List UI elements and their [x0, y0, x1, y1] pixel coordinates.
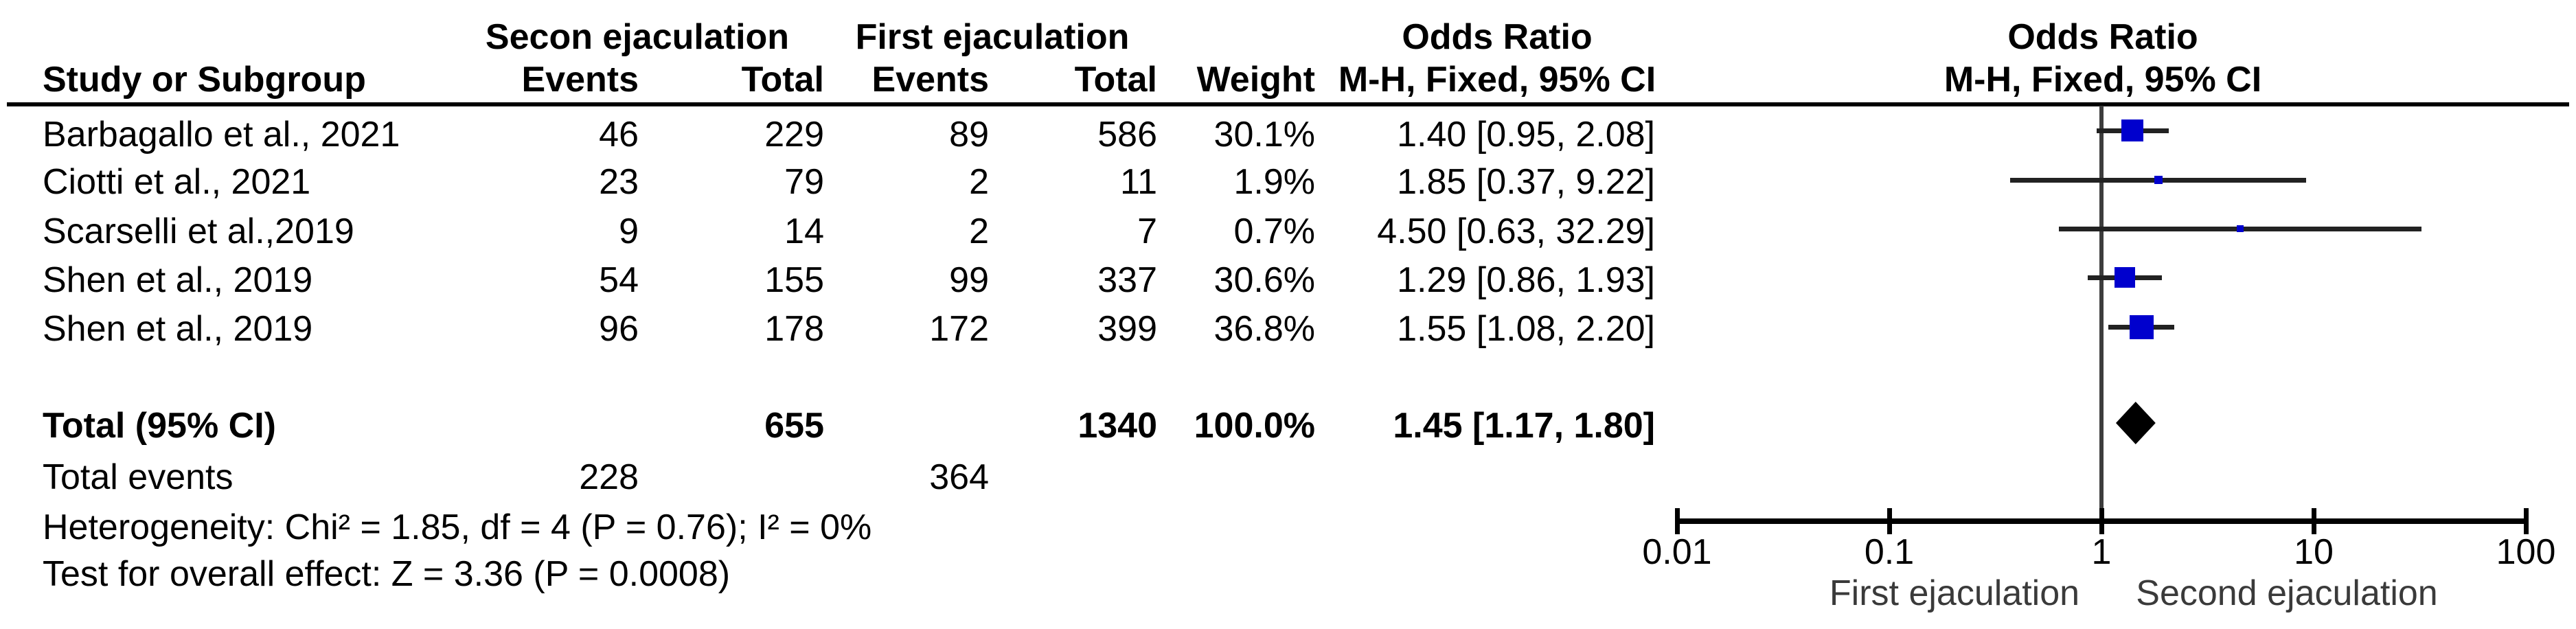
axis-tick-label: 10 — [2294, 532, 2334, 572]
first-events-value: 2 — [969, 162, 989, 202]
or-ci-value: 1.29 [0.86, 1.93] — [1397, 260, 1655, 300]
null-effect-line — [2099, 106, 2104, 519]
or-square-marker — [2115, 267, 2136, 288]
or-square-marker — [2130, 314, 2154, 339]
or-ci-value: 1.55 [1.08, 2.20] — [1397, 309, 1655, 349]
first-events-value: 99 — [949, 260, 989, 300]
second-events-value: 96 — [599, 309, 639, 349]
study-name: Scarselli et al.,2019 — [43, 211, 354, 251]
first-events-value: 89 — [949, 115, 989, 155]
or-column-header: Odds Ratio — [1402, 17, 1593, 57]
events2-column-header: Events — [871, 60, 989, 100]
or-ci-value: 1.85 [0.37, 9.22] — [1397, 162, 1655, 202]
second-total-value: 229 — [764, 115, 824, 155]
total-diamond — [2116, 402, 2156, 444]
or-ci-value: 4.50 [0.63, 32.29] — [1377, 211, 1655, 251]
study-column-header: Study or Subgroup — [43, 60, 366, 100]
weight-value: 36.8% — [1213, 309, 1315, 349]
or-square-marker — [2154, 176, 2163, 184]
second-total-value: 178 — [764, 309, 824, 349]
study-name: Shen et al., 2019 — [43, 260, 313, 300]
axis-tick-label: 0.1 — [1864, 532, 1915, 572]
or-ci-value: 1.40 [0.95, 2.08] — [1397, 115, 1655, 155]
axis-tick — [2312, 508, 2316, 534]
second-events-value: 46 — [599, 115, 639, 155]
overall-effect-text: Test for overall effect: Z = 3.36 (P = 0… — [43, 554, 731, 594]
second-total-value: 79 — [784, 162, 824, 202]
weight-value: 30.6% — [1213, 260, 1315, 300]
study-name: Barbagallo et al., 2021 — [43, 115, 400, 155]
events1-column-header: Events — [521, 60, 639, 100]
total-events-label: Total events — [43, 457, 233, 497]
or-ci-column-header: M-H, Fixed, 95% CI — [1338, 60, 1656, 100]
group2-header: First ejaculation — [855, 17, 1130, 57]
first-events-value: 2 — [969, 211, 989, 251]
first-total-value: 337 — [1097, 260, 1157, 300]
axis-tick-label: 100 — [2496, 532, 2556, 572]
axis-right-label: Second ejaculation — [2136, 573, 2438, 613]
study-name: Ciotti et al., 2021 — [43, 162, 311, 202]
axis-tick — [2524, 508, 2529, 534]
total-first-value: 1340 — [1078, 406, 1157, 446]
second-total-value: 14 — [784, 211, 824, 251]
first-total-value: 11 — [1120, 162, 1157, 202]
weight-value: 1.9% — [1233, 162, 1315, 202]
first-total-value: 586 — [1097, 115, 1157, 155]
weight-value: 30.1% — [1213, 115, 1315, 155]
total-events-second-value: 228 — [579, 457, 639, 497]
total2-column-header: Total — [1074, 60, 1157, 100]
total-events-first-value: 364 — [929, 457, 989, 497]
axis-tick-label: 1 — [2091, 532, 2112, 572]
first-events-value: 172 — [929, 309, 989, 349]
or-square-marker — [2121, 119, 2144, 141]
group1-header: Secon ejaculation — [485, 17, 790, 57]
second-events-value: 9 — [619, 211, 639, 251]
heterogeneity-text: Heterogeneity: Chi² = 1.85, df = 4 (P = … — [43, 507, 872, 547]
study-name: Shen et al., 2019 — [43, 309, 313, 349]
total-weight-value: 100.0% — [1194, 406, 1315, 446]
axis-tick — [1675, 508, 1680, 534]
plot-header-line1: Odds Ratio — [2007, 17, 2198, 57]
total-row-label: Total (95% CI) — [43, 406, 276, 446]
axis-tick-label: 0.01 — [1642, 532, 1712, 572]
total1-column-header: Total — [741, 60, 824, 100]
axis-tick — [1887, 508, 1892, 534]
or-square-marker — [2236, 225, 2244, 232]
axis-left-label: First ejaculation — [1829, 573, 2080, 613]
total-or-value: 1.45 [1.17, 1.80] — [1393, 406, 1655, 446]
weight-value: 0.7% — [1233, 211, 1315, 251]
second-total-value: 155 — [764, 260, 824, 300]
second-events-value: 23 — [599, 162, 639, 202]
total-second-value: 655 — [764, 406, 824, 446]
axis-tick — [2099, 508, 2104, 534]
plot-header-line2: M-H, Fixed, 95% CI — [1944, 60, 2262, 100]
header-separator-line — [7, 102, 2569, 106]
first-total-value: 399 — [1097, 309, 1157, 349]
second-events-value: 54 — [599, 260, 639, 300]
first-total-value: 7 — [1137, 211, 1157, 251]
weight-column-header: Weight — [1196, 60, 1315, 100]
